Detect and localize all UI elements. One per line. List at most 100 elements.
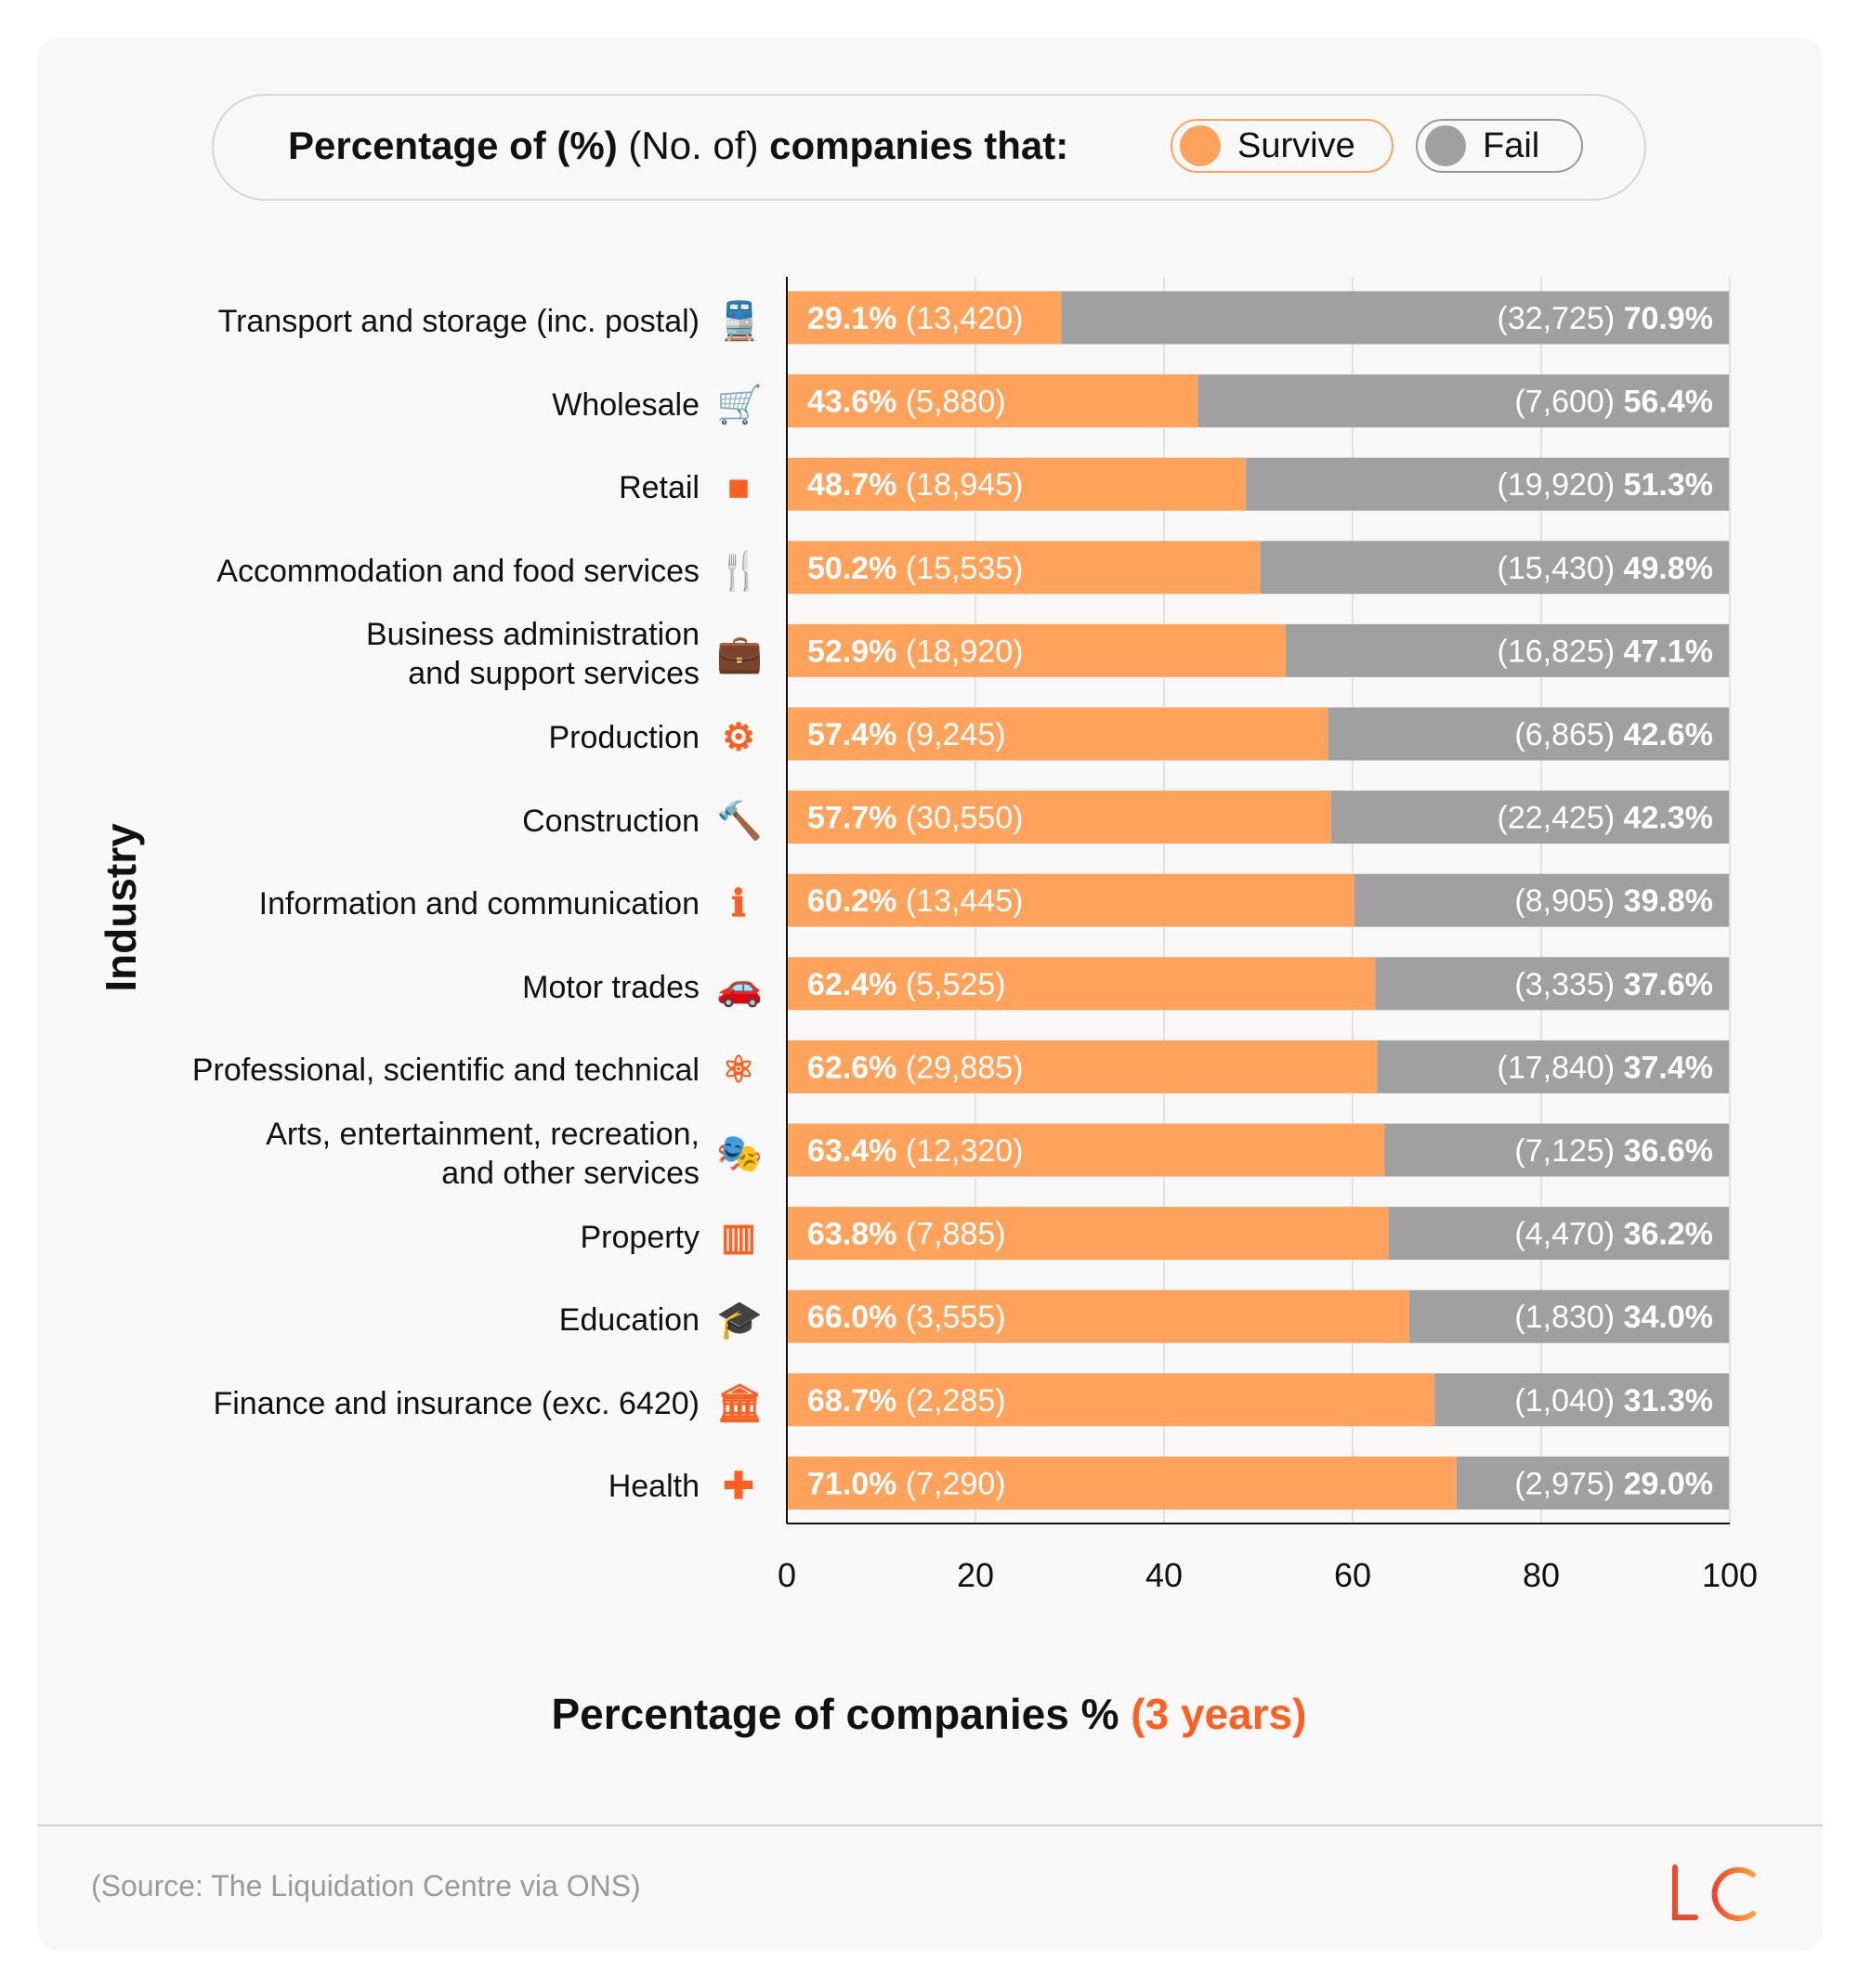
fail-pct: 37.6% bbox=[1624, 967, 1713, 1002]
fail-count: (3,335) bbox=[1514, 967, 1623, 1002]
category-label: Motor trades bbox=[522, 969, 700, 1005]
survive-count: (7,290) bbox=[896, 1466, 1005, 1501]
survive-pct: 63.4% bbox=[807, 1133, 896, 1169]
survive-pct: 48.7% bbox=[807, 467, 896, 503]
bar-fail bbox=[1285, 623, 1730, 677]
category-label: Finance and insurance (exc. 6420) bbox=[213, 1385, 700, 1421]
bar-survive bbox=[787, 291, 1062, 345]
x-tick-label: 20 bbox=[957, 1556, 994, 1594]
category-label: Health bbox=[608, 1469, 700, 1505]
data-label-survive: 71.0% (7,290) bbox=[807, 1466, 1006, 1501]
data-label-fail: (4,470) 36.2% bbox=[1514, 1217, 1713, 1252]
theatre-masks-icon: 🎭 bbox=[716, 1133, 763, 1174]
bar-survive bbox=[787, 707, 1328, 761]
fail-pct: 34.0% bbox=[1624, 1300, 1713, 1335]
survive-count: (5,880) bbox=[896, 385, 1005, 420]
x-tick-label: 80 bbox=[1523, 1556, 1560, 1594]
data-label-survive: 68.7% (2,285) bbox=[807, 1383, 1006, 1419]
bar-survive bbox=[787, 791, 1331, 844]
legend-title: Percentage of (%) (No. of) companies tha… bbox=[288, 124, 1068, 168]
fail-swatch bbox=[1425, 125, 1466, 166]
data-label-survive: 62.4% (5,525) bbox=[807, 967, 1006, 1002]
fail-count: (32,725) bbox=[1498, 301, 1624, 336]
fail-pct: 42.3% bbox=[1624, 801, 1713, 836]
survive-pct: 62.6% bbox=[807, 1050, 896, 1085]
fail-count: (17,840) bbox=[1498, 1050, 1624, 1085]
bar-fail bbox=[1354, 873, 1730, 927]
source-note: (Source: The Liquidation Centre via ONS) bbox=[91, 1869, 641, 1903]
survive-pct: 68.7% bbox=[807, 1383, 896, 1419]
bar-survive bbox=[787, 1289, 1409, 1343]
data-label-fail: (19,920) 51.3% bbox=[1498, 467, 1714, 503]
fail-count: (4,470) bbox=[1514, 1217, 1623, 1252]
bar-fail bbox=[1384, 1123, 1730, 1177]
fail-pct: 36.6% bbox=[1624, 1133, 1713, 1169]
fail-pct: 49.8% bbox=[1624, 551, 1713, 586]
data-label-survive: 43.6% (5,880) bbox=[807, 385, 1006, 420]
x-axis-label-accent: (3 years) bbox=[1131, 1690, 1307, 1738]
survive-count: (30,550) bbox=[896, 801, 1023, 836]
briefcase-icon: 💼 bbox=[716, 634, 763, 675]
fail-pct: 31.3% bbox=[1624, 1383, 1713, 1419]
cart-icon: 🛒 bbox=[716, 384, 763, 425]
survive-pct: 43.6% bbox=[807, 385, 896, 420]
bar-survive bbox=[787, 374, 1198, 428]
fail-count: (8,905) bbox=[1514, 883, 1623, 919]
shopping-bag-icon: ■ bbox=[726, 467, 751, 509]
category-label: Wholesale bbox=[552, 386, 700, 423]
survive-pct: 29.1% bbox=[807, 301, 896, 336]
survive-count: (13,445) bbox=[896, 883, 1023, 919]
legend-fail-label: Fail bbox=[1483, 125, 1540, 165]
survive-pct: 50.2% bbox=[807, 551, 896, 586]
survive-count: (3,555) bbox=[896, 1300, 1005, 1335]
survive-pct: 63.8% bbox=[807, 1217, 896, 1252]
data-label-fail: (8,905) 39.8% bbox=[1514, 883, 1713, 919]
fail-count: (6,865) bbox=[1514, 717, 1623, 752]
data-label-fail: (22,425) 42.3% bbox=[1498, 801, 1714, 836]
category-label: Business administration and support servi… bbox=[365, 617, 700, 692]
x-tick-label: 100 bbox=[1702, 1556, 1758, 1594]
fail-count: (7,125) bbox=[1514, 1133, 1623, 1169]
bar-fail bbox=[1375, 957, 1730, 1011]
survive-count: (9,245) bbox=[896, 717, 1005, 752]
category-label: Education bbox=[558, 1302, 700, 1339]
footer-divider bbox=[37, 1825, 1823, 1826]
survive-pct: 66.0% bbox=[807, 1300, 896, 1335]
data-label-fail: (1,830) 34.0% bbox=[1514, 1300, 1713, 1335]
graduation-cap-icon: 🎓 bbox=[716, 1300, 763, 1341]
fail-pct: 70.9% bbox=[1624, 301, 1713, 336]
fail-pct: 39.8% bbox=[1624, 883, 1713, 919]
bar-survive bbox=[787, 623, 1286, 677]
data-label-survive: 52.9% (18,920) bbox=[807, 634, 1024, 669]
fail-pct: 42.6% bbox=[1624, 717, 1713, 752]
survive-count: (29,885) bbox=[896, 1050, 1023, 1085]
category-label: Accommodation and food services bbox=[216, 553, 700, 589]
data-label-fail: (3,335) 37.6% bbox=[1514, 967, 1713, 1002]
data-label-fail: (32,725) 70.9% bbox=[1498, 301, 1714, 336]
survive-pct: 57.7% bbox=[807, 801, 896, 836]
bar-survive bbox=[787, 957, 1376, 1011]
category-label: Production bbox=[548, 720, 700, 755]
medical-cross-icon: ✚ bbox=[723, 1466, 754, 1508]
category-label: Arts, entertainment, recreation, and othe… bbox=[266, 1117, 700, 1191]
fail-count: (7,600) bbox=[1514, 385, 1623, 420]
legend-title-bold-2: companies that: bbox=[769, 124, 1069, 167]
category-label: Transport and storage (inc. postal) bbox=[217, 304, 700, 339]
survive-count: (12,320) bbox=[896, 1133, 1023, 1169]
fail-count: (15,430) bbox=[1498, 551, 1624, 586]
data-label-fail: (17,840) 37.4% bbox=[1498, 1050, 1714, 1085]
bar-fail bbox=[1388, 1207, 1730, 1261]
bar-fail bbox=[1408, 1289, 1730, 1343]
fail-count: (2,975) bbox=[1514, 1466, 1623, 1501]
bar-fail bbox=[1377, 1040, 1730, 1093]
bar-survive bbox=[787, 1456, 1457, 1510]
legend-survive: Survive bbox=[1171, 119, 1394, 173]
survive-pct: 57.4% bbox=[807, 717, 896, 752]
fail-pct: 47.1% bbox=[1624, 634, 1713, 669]
bar-fail bbox=[1246, 457, 1730, 511]
category-label: Property bbox=[580, 1219, 700, 1255]
y-axis-label: Industry bbox=[97, 823, 145, 992]
data-label-fail: (7,600) 56.4% bbox=[1514, 385, 1713, 420]
info-chat-icon: ℹ bbox=[731, 883, 746, 925]
